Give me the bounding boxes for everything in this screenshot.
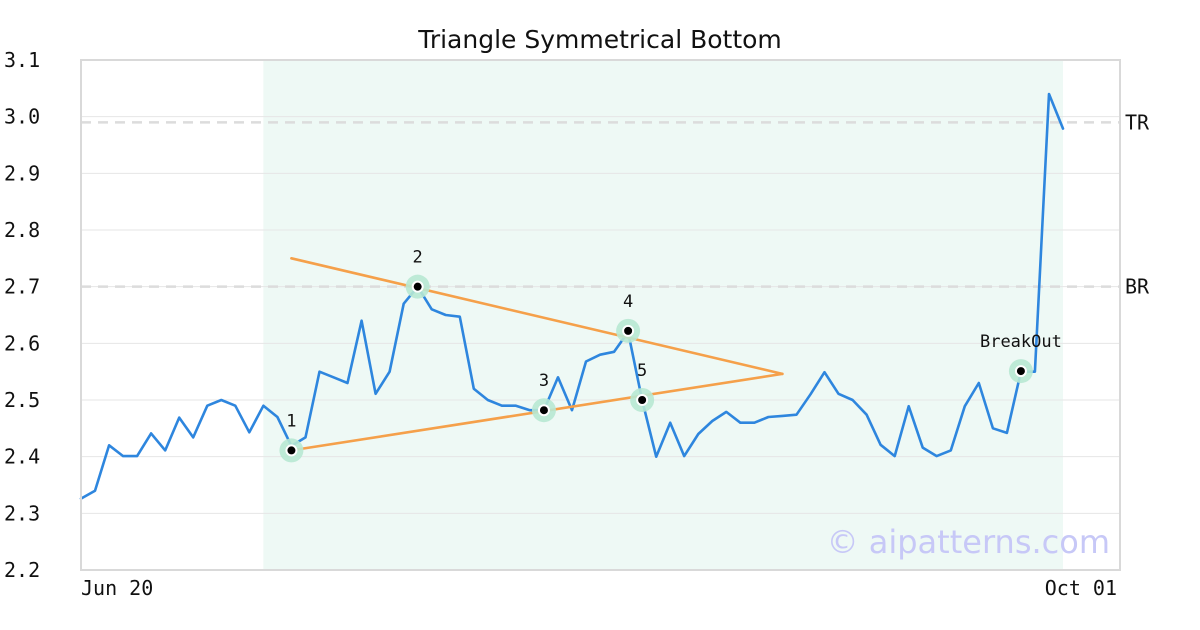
y-tick-label: 2.2 [4, 558, 40, 582]
series-layer [79, 92, 1065, 500]
y-tick-label: 2.5 [4, 388, 40, 412]
axes-layer: 2.2 2.3 2.4 2.5 2.6 2.7 2.8 2.9 3.0 3.1 Jun 20 Oct … [4, 48, 1121, 600]
point-label-2: 2 [413, 248, 423, 268]
chart-title: Triangle Symmetrical Bottom [417, 25, 782, 54]
y-tick-label: 2.9 [4, 161, 40, 185]
point-label-5: 5 [637, 361, 647, 381]
x-tick-label: Jun 20 [81, 576, 153, 600]
y-tick-label: 3.0 [4, 105, 40, 129]
point-marker-3 [537, 404, 550, 417]
point-label-breakout: BreakOut [980, 332, 1062, 352]
reference-line-label-tr: TR [1125, 110, 1150, 134]
point-label-4: 4 [623, 292, 633, 312]
point-marker-1 [285, 444, 298, 457]
y-tick-label: 2.3 [4, 501, 40, 525]
point-label-3: 3 [539, 371, 549, 391]
plot-frame [80, 59, 1121, 571]
horizontal-lines-layer: TR BR [81, 110, 1150, 299]
shaded-region-layer [263, 60, 1063, 570]
shaded-region [263, 60, 1063, 570]
point-marker-5 [636, 394, 649, 406]
reference-line-label-br: BR [1125, 275, 1150, 299]
point-marker-4 [622, 324, 635, 337]
point-label-1: 1 [286, 411, 296, 431]
point-marker-breakout [1014, 365, 1027, 378]
point-marker-2 [411, 280, 424, 293]
series-line-0 [79, 92, 1065, 500]
x-tick-label: Oct 01 [1045, 576, 1117, 600]
y-tick-label: 2.6 [4, 331, 40, 355]
watermark-layer: © aipatterns.com [827, 523, 1110, 561]
y-tick-label: 2.4 [4, 445, 40, 469]
pattern-line-0 [290, 256, 784, 376]
y-tick-label: 2.7 [4, 275, 40, 299]
watermark: © aipatterns.com [827, 523, 1110, 561]
y-tick-label: 2.8 [4, 218, 40, 242]
marked-points-layer: 1 2 3 4 5 BreakOut [279, 248, 1062, 463]
y-tick-label: 3.1 [4, 48, 40, 72]
